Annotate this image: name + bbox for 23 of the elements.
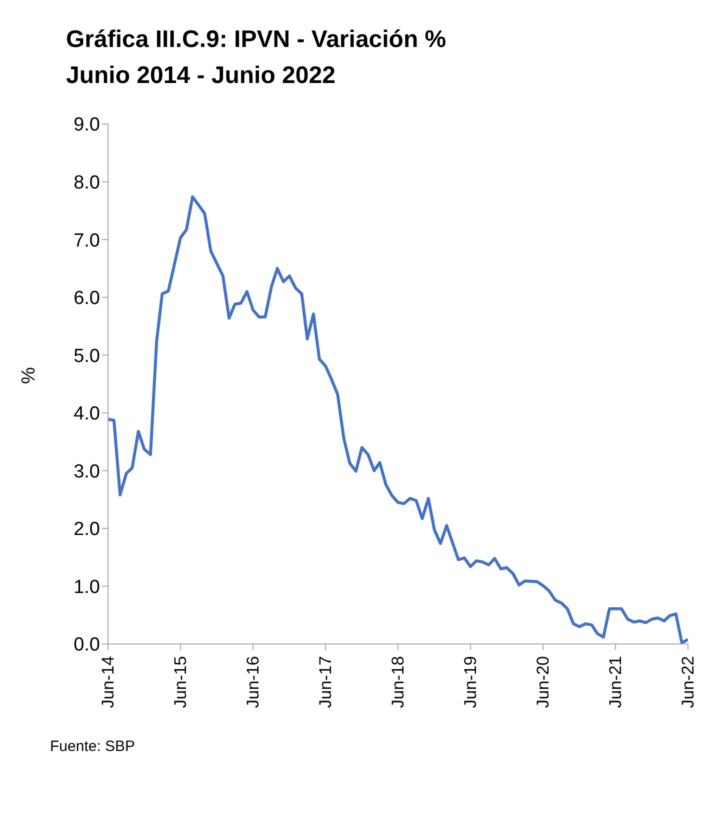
y-tick-label: 2.0 <box>74 519 100 540</box>
y-axis-title: % <box>18 367 40 384</box>
x-tick-label: Jun-20 <box>534 656 553 708</box>
x-tick-label: Jun-19 <box>460 656 480 708</box>
y-tick-label: 3.0 <box>74 461 100 482</box>
x-tick-label: Jun-17 <box>316 656 336 708</box>
y-tick-label: 5.0 <box>74 346 100 367</box>
y-tick-label: 8.0 <box>74 172 100 194</box>
y-tick-label: 7.0 <box>74 230 100 252</box>
y-tick-label: 4.0 <box>74 404 100 425</box>
y-tick-label: 6.0 <box>74 288 100 310</box>
x-tick-label: Jun-18 <box>388 656 408 708</box>
x-tick-label: Jun-21 <box>606 656 626 708</box>
x-tick-label: Jun-16 <box>244 656 263 708</box>
chart-subtitle: Junio 2014 - Junio 2022 <box>66 61 336 91</box>
source-note: Fuente: SBP <box>50 738 136 755</box>
x-tick-label: Jun-22 <box>678 656 698 708</box>
x-tick-label: Jun-15 <box>170 656 190 708</box>
x-tick-label: Jun-14 <box>98 656 118 708</box>
chart-title: Gráfica III.C.9: IPVN - Variación % <box>66 25 448 55</box>
y-tick-label: 9.0 <box>74 114 100 136</box>
y-tick-label: 0.0 <box>74 634 100 656</box>
y-tick-label: 1.0 <box>74 576 100 598</box>
